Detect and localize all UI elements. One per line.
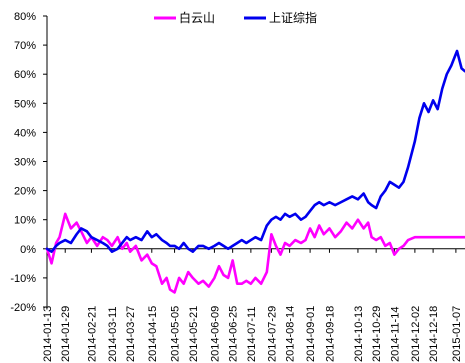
x-tick-label: 2014-10-13	[353, 306, 365, 362]
x-tick-label: 2014-06-25	[228, 306, 240, 362]
y-tick-label: 70%	[14, 40, 36, 52]
x-axis: 2014-01-13 2014-01-29 2014-02-21 2014-03-11…	[42, 248, 465, 362]
x-tick-label: 2014-01-29	[60, 306, 72, 362]
legend: 白云山 上证综指	[154, 10, 317, 25]
x-tick-label: 2014-05-05	[170, 306, 182, 362]
x-tick-label: 2014-02-21	[86, 306, 98, 362]
y-tick-label: 10%	[14, 215, 36, 227]
y-tick-label: 60%	[14, 69, 36, 81]
x-tick-label: 2014-03-11	[107, 307, 119, 362]
series-line-shanghai-composite	[45, 49, 465, 254]
x-tick-label: 2014-09-01	[305, 306, 317, 362]
x-tick-label: 2014-01-13	[42, 306, 54, 362]
y-tick-label: 80%	[14, 11, 36, 23]
x-tick-label: 2014-11-14	[389, 307, 401, 362]
x-tick-label: 2014-07-11	[246, 307, 258, 362]
x-tick-label: 2014-06-09	[209, 306, 221, 362]
x-tick-label: 2014-08-14	[285, 306, 297, 362]
x-tick-label: 2014-05-21	[188, 306, 200, 362]
x-tick-label: 2014-04-15	[147, 306, 159, 362]
y-axis: 80% 70% 60% 50% 40% 30% 20% 10% 0% -10% -20%	[10, 11, 48, 314]
y-tick-label: 50%	[14, 98, 36, 110]
y-tick-label: 40%	[14, 127, 36, 139]
y-tick-label: 30%	[14, 157, 36, 169]
series-line-baiyunshan	[45, 212, 465, 294]
x-tick-label: 2014-03-27	[125, 306, 137, 362]
x-tick-label: 2014-12-02	[410, 306, 422, 362]
x-tick-label: 2014-09-18	[324, 306, 336, 362]
x-tick-label: 2014-07-29	[266, 306, 278, 362]
x-tick-label: 2014-12-18	[428, 306, 440, 362]
y-tick-label: -20%	[10, 302, 36, 314]
series-layer	[45, 49, 465, 294]
legend-label-baiyunshan: 白云山	[179, 10, 215, 25]
y-tick-label: 20%	[14, 186, 36, 198]
x-tick-label: 2015-01-07	[451, 306, 463, 362]
y-tick-label: 0%	[20, 244, 36, 256]
y-tick-label: -10%	[10, 273, 36, 285]
x-tick-label: 2014-10-29	[371, 306, 383, 362]
legend-label-shanghai-composite: 上证综指	[269, 10, 317, 25]
